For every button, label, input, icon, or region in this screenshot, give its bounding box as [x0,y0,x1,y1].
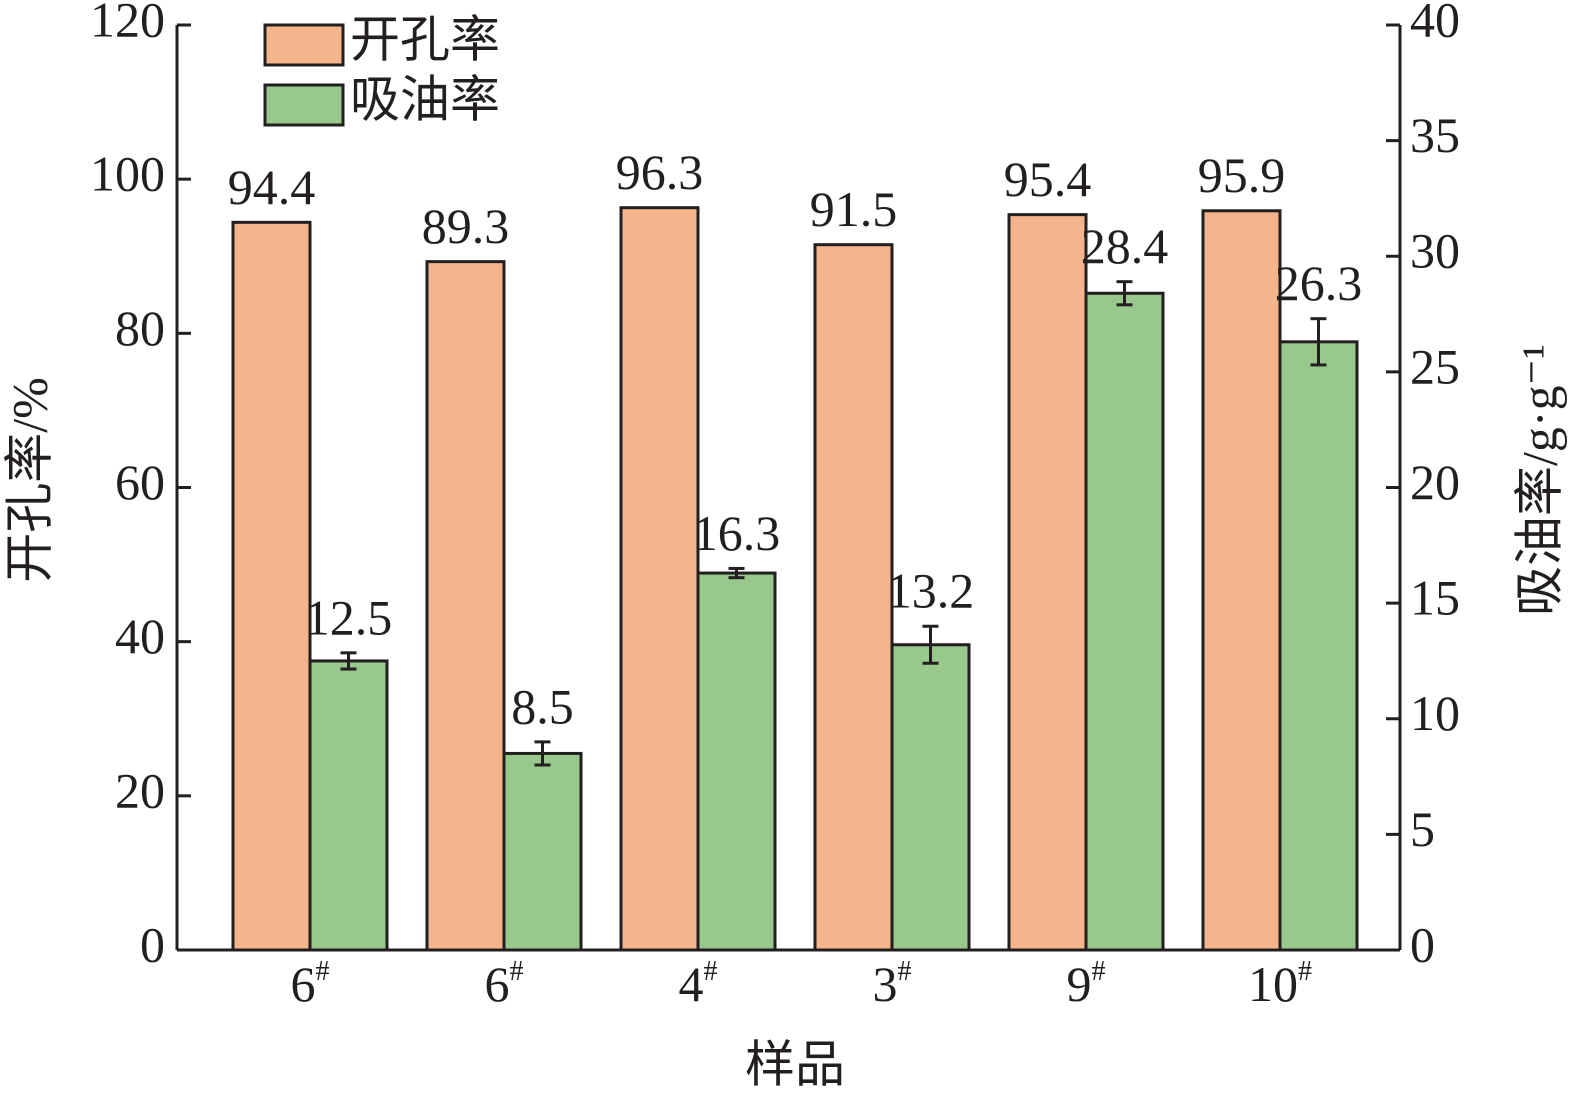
data-label: 94.4 [228,159,316,215]
bar [308,659,389,952]
y-tick-label: 80 [115,300,165,356]
y2-tick-label: 30 [1410,223,1460,279]
bar [425,260,506,952]
data-label: 26.3 [1275,255,1363,311]
y2-tick-label: 5 [1410,801,1435,857]
bar [813,243,894,952]
data-label: 95.9 [1198,147,1286,203]
x-tick-label: 4# [679,956,718,1012]
legend-label: 吸油率 [350,71,500,127]
y2-tick-label: 25 [1410,338,1460,394]
data-label: 13.2 [887,563,975,619]
error-bar [340,651,357,671]
y-tick-label: 100 [90,146,165,202]
bar [231,220,312,952]
x-tick-label: 6# [485,956,524,1012]
bar [502,751,583,952]
y-tick-label: 120 [90,0,165,47]
y-tick-label: 0 [140,916,165,972]
data-label: 16.3 [693,505,781,561]
data-label: 8.5 [511,678,574,734]
error-bar [1310,317,1327,367]
y2-tick-label: 10 [1410,685,1460,741]
error-bar [534,740,551,767]
bar [890,643,971,952]
y-tick-label: 20 [115,762,165,818]
data-label: 12.5 [305,589,393,645]
y2-tick-label: 0 [1410,916,1435,972]
legend-label: 开孔率 [350,11,500,67]
bar [1084,291,1165,952]
bar [1278,340,1359,952]
error-bar [922,624,939,665]
y2-tick-label: 35 [1410,107,1460,163]
x-tick-label: 6# [291,956,330,1012]
bar [1201,209,1282,952]
y2-tick-label: 15 [1410,570,1460,626]
bar [619,206,700,952]
legend-swatch [263,23,345,67]
data-label: 96.3 [616,144,704,200]
bar [696,571,777,952]
y-axis-label: 开孔率/% [1,377,57,583]
x-tick-label: 10# [1248,956,1312,1012]
y-tick-label: 60 [115,454,165,510]
data-label: 91.5 [810,181,898,237]
y-tick-label: 40 [115,608,165,664]
x-axis-label: 样品 [745,1036,845,1092]
x-tick-label: 3# [873,956,912,1012]
error-bar [1116,280,1133,307]
data-label: 28.4 [1081,218,1169,274]
y2-axis-label: 吸油率/g·g⁻¹ [1511,344,1567,616]
x-tick-label: 9# [1067,956,1106,1012]
data-label: 89.3 [422,198,510,254]
legend-swatch [263,83,345,127]
error-bar [728,566,745,580]
y2-tick-label: 40 [1410,0,1460,47]
data-label: 95.4 [1004,151,1092,207]
bar [1007,213,1088,952]
y2-tick-label: 20 [1410,454,1460,510]
